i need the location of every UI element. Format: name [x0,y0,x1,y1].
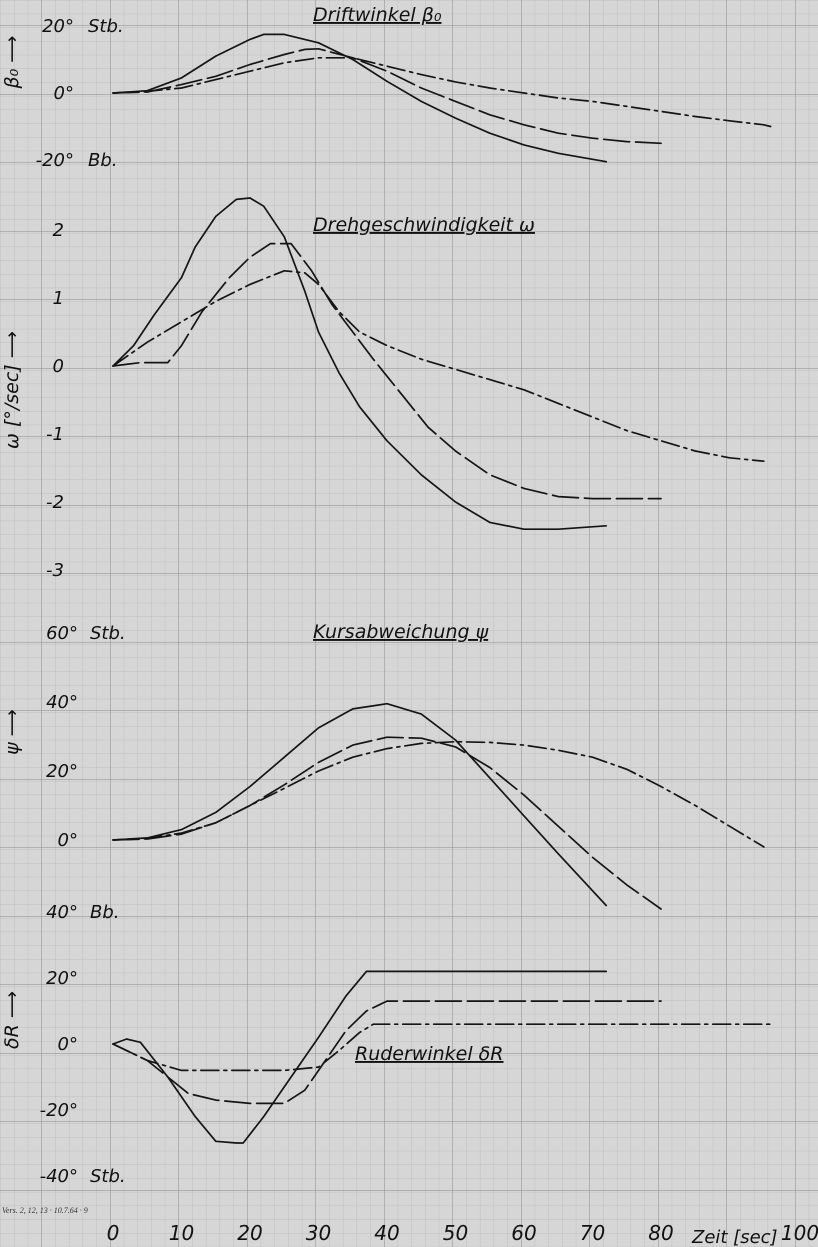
x-tick-0: 0 [107,1221,120,1245]
psi-ytick-0: 60° [46,623,78,644]
x-tick-70: 70 [580,1221,605,1245]
psi-side-label-0: Stb. [90,623,126,644]
omega-ylabel: ω [°/sec] ⟶ [1,331,23,449]
rudder-ytick-1: 20° [46,968,78,989]
x-tick-30: 30 [306,1221,331,1245]
drift-panel: Driftwinkel β₀ β₀ ⟶ 20° 0° -20° Stb. Bb. [1,4,772,171]
x-tick-20: 20 [237,1221,262,1245]
x-tick-50: 50 [443,1221,468,1245]
omega-ytick-4: -2 [46,492,64,513]
omega-series-solid [112,197,608,531]
omega-ytick-0: 2 [53,220,64,241]
omega-series-dashdot [112,269,765,463]
drift-ytick-0: 20° [42,16,74,37]
rudder-ytick-3: -20° [40,1100,78,1121]
omega-ytick-2: 0 [53,356,64,377]
rudder-ytick-0: 40° [46,902,78,923]
stamp-text: Vers. 2, 12, 13 · 10.7.64 · 9 [2,1206,88,1215]
x-tick-80: 80 [648,1221,673,1245]
x-tick-10: 10 [169,1221,194,1245]
drift-ytick-2: -20° [36,150,74,171]
rudder-series-dashed [112,1000,662,1105]
x-tick-40: 40 [374,1221,399,1245]
rudder-title: Ruderwinkel δR [355,1043,504,1065]
psi-series-dashdot [112,740,765,848]
psi-ytick-2: 20° [46,761,78,782]
drift-series-solid [112,33,608,163]
x-tick-60: 60 [511,1221,536,1245]
omega-series-dashed [112,242,662,500]
omega-panel: Drehgeschwindigkeit ω ω [°/sec] ⟶ 2 1 0 -1 -2 -… [1,197,765,581]
drift-side-label-0: Stb. [88,16,124,37]
psi-series-dashed [112,736,662,910]
omega-title: Drehgeschwindigkeit ω [313,214,535,236]
rudder-series-dashdot [112,1023,772,1072]
omega-ytick-1: 1 [53,288,64,309]
psi-title: Kursabweichung ψ [313,621,489,643]
rudder-ytick-4: -40° [40,1166,78,1187]
drift-series-dashdot [112,56,772,128]
x-tick-100: 100 [781,1221,818,1245]
psi-series-solid [112,702,608,907]
psi-ytick-3: 0° [58,830,78,851]
omega-ytick-3: -1 [46,424,64,445]
rudder-panel: Ruderwinkel δR δR ⟶ 40° 20° 0° -20° -40° Bb. Stb… [1,902,818,1247]
rudder-side-label-0: Bb. [90,902,120,923]
rudder-side-label-1: Stb. [90,1166,126,1187]
omega-ytick-5: -3 [46,560,64,581]
rudder-ytick-2: 0° [58,1034,78,1055]
x-axis-label: Zeit [sec] [691,1227,778,1247]
drift-title: Driftwinkel β₀ [313,4,442,26]
psi-ylabel: ψ ⟶ [1,709,23,755]
rudder-series-solid [112,970,608,1144]
drift-side-label-1: Bb. [88,150,118,171]
drift-series-dashed [112,47,662,145]
drift-ytick-1: 0° [54,83,74,104]
rudder-ylabel: δR ⟶ [1,991,23,1049]
psi-ytick-1: 40° [46,692,78,713]
drift-ylabel: β₀ ⟶ [1,35,23,89]
psi-panel: Kursabweichung ψ ψ ⟶ 60° 40° 20° 0° Stb. [1,621,765,910]
